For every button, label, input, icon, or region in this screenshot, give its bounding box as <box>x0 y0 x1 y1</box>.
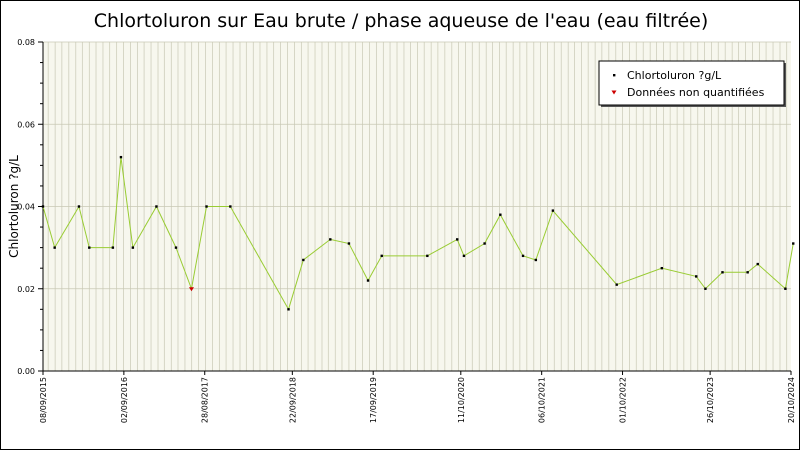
data-point <box>119 155 123 159</box>
data-point <box>426 254 429 258</box>
data-point <box>302 258 305 262</box>
data-point <box>756 262 759 266</box>
data-point <box>329 238 332 241</box>
y-tick-label: 0.00 <box>17 367 35 376</box>
legend-marker-point <box>613 74 616 77</box>
data-point <box>462 254 466 258</box>
data-point <box>483 242 486 245</box>
data-point <box>41 205 45 208</box>
data-point <box>380 254 383 258</box>
data-point <box>784 287 787 290</box>
data-point <box>456 238 459 241</box>
data-point <box>660 266 664 270</box>
x-tick-label: 08/09/2015 <box>39 377 48 423</box>
x-tick-label: 26/10/2023 <box>706 377 715 423</box>
data-point <box>77 205 81 208</box>
data-point <box>366 279 370 282</box>
data-point <box>155 205 158 208</box>
data-point <box>534 258 538 262</box>
unquantified-point <box>188 287 194 292</box>
data-point <box>88 246 91 249</box>
series-group <box>41 155 795 311</box>
data-point <box>205 205 208 208</box>
data-point <box>615 283 618 286</box>
y-axis-label: Chlortoluron ?g/L <box>7 155 21 258</box>
data-point <box>521 254 525 258</box>
x-tick-label: 02/09/2016 <box>120 377 129 423</box>
y-tick-label: 0.04 <box>17 203 35 212</box>
legend-marker-unquantified <box>611 90 617 95</box>
data-point <box>174 246 178 249</box>
legend-label: Chlortoluron ?g/L <box>627 69 722 82</box>
data-point <box>499 213 502 216</box>
legend-label: Données non quantifiées <box>627 86 765 99</box>
x-tick-label: 06/10/2021 <box>538 377 547 423</box>
axes: 0.00 0.02 0.04 0.06 0.08 08/09/2015 02/09/2016… <box>17 38 796 423</box>
data-point <box>695 275 698 278</box>
data-point <box>746 271 749 274</box>
data-point <box>53 246 56 249</box>
data-point <box>347 242 351 245</box>
data-point <box>229 205 232 208</box>
x-tick-label: 17/09/2019 <box>369 377 378 423</box>
data-point <box>792 242 795 245</box>
data-point <box>131 246 135 249</box>
x-tick-label: 22/09/2018 <box>288 377 297 423</box>
data-point <box>287 308 290 311</box>
x-tick-label: 20/10/2024 <box>787 377 796 423</box>
data-point <box>721 271 724 274</box>
data-point <box>551 209 555 212</box>
x-tick-label: 01/10/2022 <box>619 377 628 423</box>
y-tick-label: 0.08 <box>17 38 35 47</box>
data-point <box>704 287 707 290</box>
x-tick-label: 28/08/2017 <box>201 377 210 423</box>
y-tick-label: 0.06 <box>17 120 35 129</box>
x-tick-label: 11/10/2020 <box>457 377 466 423</box>
data-point <box>111 246 115 249</box>
chart-title: Chlortoluron sur Eau brute / phase aqueu… <box>94 10 708 32</box>
y-tick-label: 0.02 <box>17 285 35 294</box>
legend-box <box>598 60 785 106</box>
legend: Chlortoluron ?g/L Données non quantifiées <box>598 60 786 107</box>
